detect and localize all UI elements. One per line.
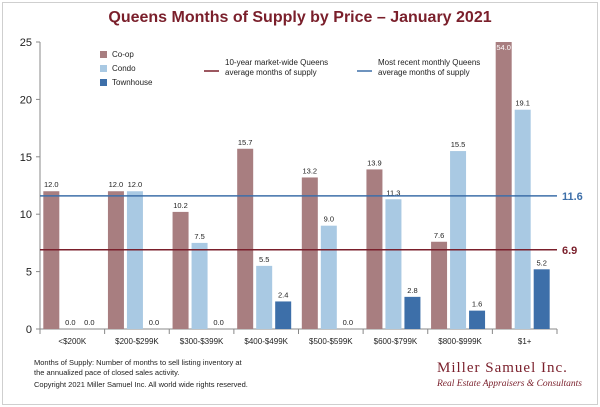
bar-townhouse	[275, 301, 292, 329]
x-tick-label: $300-$399K	[180, 337, 224, 346]
y-tick-label: 25	[20, 37, 32, 49]
x-tick-label: $500-$599K	[309, 337, 353, 346]
data-label: 13.2	[303, 166, 318, 175]
footnote-line-1: Months of Supply: Number of months to se…	[34, 358, 242, 367]
reference-line-label: 11.6	[562, 191, 583, 203]
legend-label: average months of supply	[225, 68, 317, 77]
y-tick-label: 5	[26, 267, 32, 279]
data-label: 7.6	[434, 231, 444, 240]
y-tick-label: 0	[26, 324, 32, 336]
bar-townhouse	[404, 296, 421, 329]
bar-condo	[385, 199, 402, 329]
legend-label: Most recent monthly Queens	[378, 58, 480, 67]
copyright-text: Copyright 2021 Miller Samuel Inc. All wo…	[34, 380, 248, 389]
bar-co-op	[301, 177, 318, 329]
bar-co-op	[172, 211, 189, 329]
brand-tagline: Real Estate Appraisers & Consultants	[437, 379, 582, 389]
bar-condo	[256, 265, 273, 329]
legend-swatch	[100, 51, 107, 58]
bar-co-op	[495, 42, 512, 329]
x-tick-label: $400-$499K	[244, 337, 288, 346]
reference-line-label: 6.9	[562, 245, 577, 257]
legend-label: average months of supply	[378, 68, 470, 77]
bar-condo	[514, 109, 531, 330]
data-label: 0.0	[84, 318, 94, 327]
data-label: 11.3	[386, 188, 400, 197]
footnote-line-2: the annualized pace of closed sales acti…	[34, 368, 180, 377]
data-label: 0.0	[213, 318, 223, 327]
bar-townhouse	[533, 269, 550, 329]
data-label: 2.8	[407, 286, 417, 295]
bar-condo	[126, 191, 143, 329]
bar-condo	[450, 151, 467, 329]
bar-co-op	[107, 191, 124, 329]
x-tick-label: $600-$799K	[374, 337, 418, 346]
legend-label: Co-op	[112, 50, 134, 59]
data-label: 54.0	[496, 43, 511, 52]
bar-co-op	[43, 191, 60, 329]
bar-co-op	[431, 241, 448, 329]
x-tick-label: $200-$299K	[115, 337, 159, 346]
data-label: 2.4	[278, 290, 288, 299]
data-label: 15.7	[238, 138, 253, 147]
data-label: 12.0	[128, 180, 143, 189]
legend-label: Condo	[112, 64, 136, 73]
data-label: 10.2	[173, 201, 188, 210]
bar-condo	[320, 225, 337, 329]
data-label: 12.0	[109, 180, 124, 189]
data-label: 19.1	[515, 99, 530, 108]
x-tick-label: $800-$999K	[438, 337, 482, 346]
data-label: 5.2	[536, 258, 546, 267]
x-tick-label: <$200K	[58, 337, 86, 346]
y-tick-label: 10	[20, 209, 32, 221]
data-label: 13.9	[367, 158, 382, 167]
y-tick-label: 20	[20, 94, 32, 106]
legend-swatch	[100, 65, 107, 72]
y-tick-label: 15	[20, 152, 32, 164]
data-label: 0.0	[65, 318, 75, 327]
data-label: 12.0	[44, 180, 59, 189]
x-tick-label: $1+	[518, 337, 532, 346]
data-label: 0.0	[343, 318, 353, 327]
data-label: 9.0	[324, 215, 334, 224]
bar-co-op	[237, 148, 254, 329]
chart-title: Queens Months of Supply by Price – Janua…	[108, 9, 492, 26]
legend-label: Townhouse	[112, 78, 153, 87]
data-label: 0.0	[149, 318, 159, 327]
legend-swatch	[100, 79, 107, 86]
data-label: 15.5	[451, 140, 466, 149]
data-label: 7.5	[194, 232, 204, 241]
data-label: 1.6	[472, 300, 482, 309]
data-label: 5.5	[259, 255, 269, 264]
bar-townhouse	[469, 310, 486, 329]
bar-condo	[191, 242, 208, 329]
legend-label: 10-year market-wide Queens	[225, 58, 328, 67]
brand-name: Miller Samuel Inc.	[437, 360, 568, 376]
